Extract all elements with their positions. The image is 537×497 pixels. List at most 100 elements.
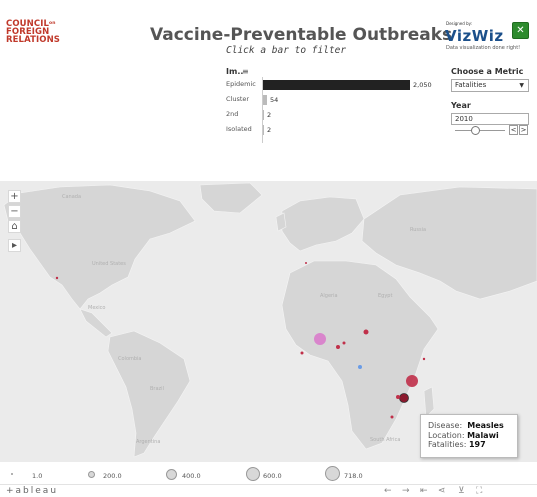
bubble-outbreak <box>314 333 326 345</box>
map-label-united-states: United States <box>92 261 126 267</box>
zoom-in-button[interactable]: + <box>8 190 21 203</box>
cfr-line2: FOREIGN <box>6 27 50 37</box>
bar-value: 54 <box>270 96 279 104</box>
fullscreen-icon[interactable]: ⛶ <box>476 486 483 496</box>
bar-row-2nd[interactable]: 2nd 2 <box>226 108 441 121</box>
sort-icon[interactable]: ≡ <box>242 67 249 76</box>
tooltip-fatalities-row: Fatalities: 197 <box>428 440 510 450</box>
bar-row-cluster[interactable]: Cluster 54 <box>226 93 441 106</box>
legend-label: 718.0 <box>344 472 363 480</box>
bar-label: Cluster <box>226 95 250 103</box>
vizwiz-tagline: Data visualization done right! <box>446 45 521 51</box>
bar-fill[interactable] <box>263 80 410 90</box>
bar-label: 2nd <box>226 110 239 118</box>
tooltip-disease-row: Disease: Measles <box>428 421 510 431</box>
bar-row-epidemic[interactable]: Epidemic 2,050 <box>226 78 441 91</box>
bubble-outbreak <box>406 375 418 387</box>
chevron-down-icon: ▼ <box>519 82 524 89</box>
home-icon[interactable]: ⌂ <box>8 220 21 233</box>
tableau-logo[interactable]: +ableau <box>6 486 59 496</box>
bubble-outbreak <box>358 365 362 369</box>
tooltip-fatalities-label: Fatalities: <box>428 440 467 449</box>
tooltip-location-label: Location: <box>428 430 465 440</box>
tooltip-disease-label: Disease: <box>428 421 463 430</box>
outbreak-tooltip: Disease: Measles Location: Malawi Fatali… <box>420 414 518 458</box>
size-legend: 1.0 200.0 400.0 600.0 718.0 <box>0 464 537 482</box>
bubble-outbreak <box>422 357 426 361</box>
map-label-brazil: Brazil <box>150 386 164 392</box>
bar-chart-header: Im.. <box>226 67 244 76</box>
cfr-logo[interactable]: COUNCILon FOREIGN RELATIONS <box>6 19 61 45</box>
bar-axis-line <box>262 77 263 143</box>
metric-dropdown[interactable]: Fatalities ▼ <box>451 79 529 92</box>
bubble-outbreak <box>363 329 369 335</box>
bubble-outbreak <box>390 415 394 419</box>
greenland-landmass <box>199 182 263 214</box>
year-prev-button[interactable]: < <box>509 125 518 135</box>
share-icon[interactable]: ⋖ <box>438 486 446 496</box>
europe-landmass <box>281 196 365 252</box>
world-map[interactable]: + − ⌂ ▸ Canada United States Mexico Colo… <box>0 181 537 462</box>
bubble-outbreak <box>399 393 409 403</box>
africa-landmass <box>281 260 439 450</box>
tooltip-location-row: Location: Malawi <box>428 431 510 441</box>
bubble-outbreak <box>336 345 340 349</box>
legend-circle <box>325 466 340 481</box>
map-label-canada: Canada <box>62 194 82 200</box>
bubble-outbreak <box>396 395 400 399</box>
vizwiz-logo[interactable]: VizWiz <box>445 27 504 45</box>
asia-landmass <box>361 186 537 300</box>
uk-landmass <box>275 212 287 232</box>
bubble-outbreak <box>300 351 304 355</box>
play-icon[interactable]: ▸ <box>8 239 21 252</box>
bar-value: 2 <box>267 111 272 119</box>
bar-fill[interactable] <box>263 125 264 135</box>
zoom-out-button[interactable]: − <box>8 205 21 218</box>
south-america-landmass <box>107 330 191 458</box>
legend-circle <box>166 469 177 480</box>
map-label-colombia: Colombia <box>118 356 142 362</box>
outbreak-bubbles <box>55 262 426 419</box>
bar-fill[interactable] <box>263 95 267 105</box>
page-title: Vaccine-Preventable Outbreaks <box>150 25 453 45</box>
map-label-argentina: Argentina <box>136 439 161 445</box>
revert-icon[interactable]: ⇤ <box>420 486 428 496</box>
map-label-egypt: Egypt <box>378 293 393 299</box>
map-label-algeria: Algeria <box>320 293 338 299</box>
legend-circle <box>11 473 13 475</box>
metric-dropdown-value: Fatalities <box>455 81 487 89</box>
central-america-landmass <box>79 308 113 338</box>
bar-row-isolated[interactable]: Isolated 2 <box>226 123 441 136</box>
redo-icon[interactable]: → <box>402 486 410 496</box>
bubble-outbreak <box>55 276 59 280</box>
cfr-sup: on <box>49 21 56 26</box>
vizwiz-designed-by: Designed by: <box>446 21 473 26</box>
bar-label: Epidemic <box>226 80 256 88</box>
legend-label: 400.0 <box>182 472 201 480</box>
download-icon[interactable]: ⊻ <box>458 486 465 496</box>
bar-value: 2,050 <box>413 81 432 89</box>
year-slider-thumb[interactable] <box>471 126 480 135</box>
bubble-outbreak <box>305 262 307 264</box>
map-label-south-africa: South Africa <box>370 437 401 443</box>
page-subtitle: Click a bar to filter <box>226 45 347 56</box>
cfr-line1: COUNCIL <box>6 19 49 29</box>
legend-circle <box>246 467 260 481</box>
excel-download-icon[interactable]: ✕ <box>512 22 529 39</box>
year-label: Year <box>451 101 471 110</box>
bar-fill[interactable] <box>263 110 264 120</box>
map-label-russia: Russia <box>410 227 427 233</box>
year-input[interactable]: 2010 <box>451 113 529 125</box>
bar-label: Isolated <box>226 125 252 133</box>
map-label-mexico: Mexico <box>88 305 106 311</box>
undo-icon[interactable]: ← <box>384 486 392 496</box>
bar-value: 2 <box>267 126 272 134</box>
world-map-svg <box>3 182 537 458</box>
legend-label: 200.0 <box>103 472 122 480</box>
year-next-button[interactable]: > <box>519 125 528 135</box>
cfr-line3: RELATIONS <box>6 35 61 45</box>
tooltip-location-value: Malawi <box>467 430 499 440</box>
year-slider-track[interactable] <box>455 130 505 131</box>
metric-label: Choose a Metric <box>451 67 524 76</box>
north-america-landmass <box>3 184 196 310</box>
